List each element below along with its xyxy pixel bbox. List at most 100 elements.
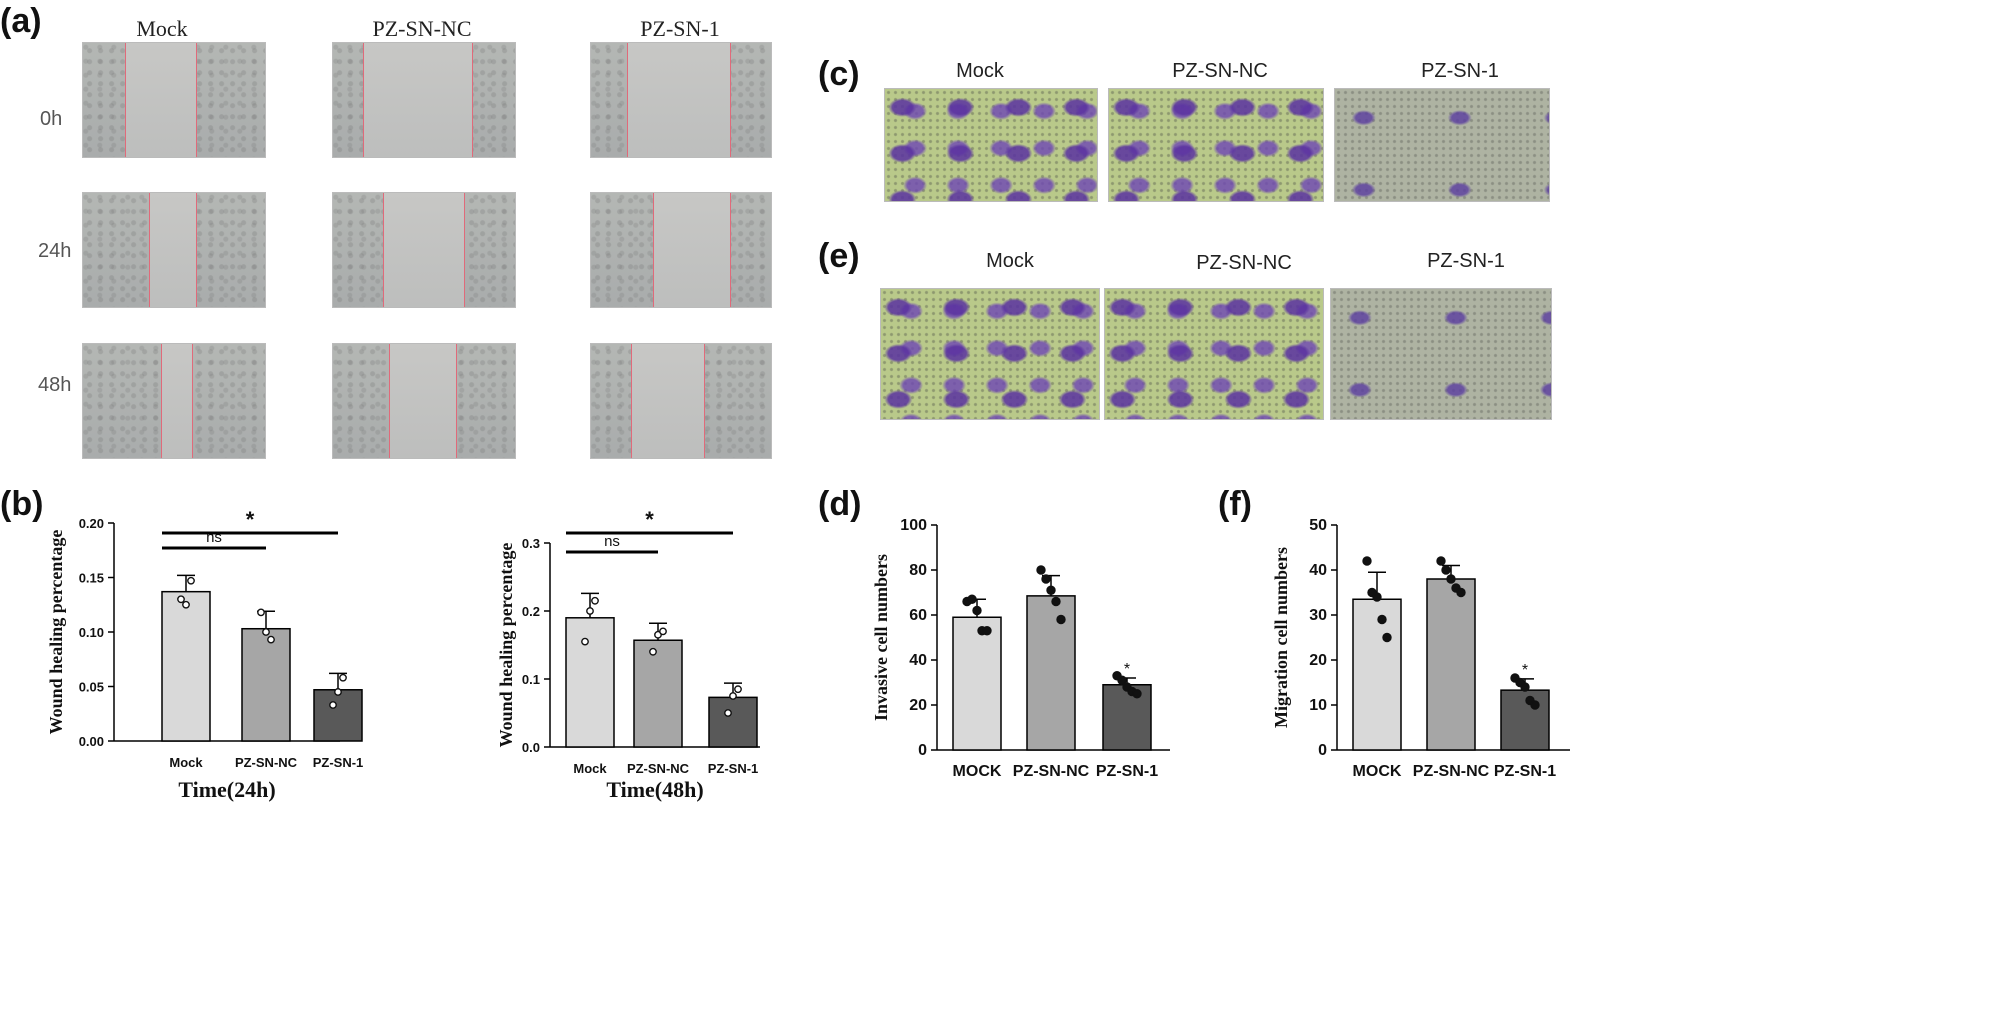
invasion-image-pzsn1	[1334, 88, 1550, 202]
data-point	[329, 701, 337, 709]
x-tick-label: PZ-SN-1	[313, 755, 364, 770]
panel-label-e: (e)	[818, 237, 860, 275]
data-point	[967, 594, 977, 604]
bar-pz-sn-1	[1102, 684, 1152, 751]
data-point	[1132, 689, 1142, 699]
x-tick-label: PZ-SN-NC	[235, 755, 298, 770]
data-point	[1046, 585, 1056, 595]
data-point	[1520, 682, 1530, 692]
data-point	[1041, 574, 1051, 584]
y-axis-label: Invasive cell numbers	[871, 554, 891, 721]
y-tick-label: 0.2	[522, 604, 540, 619]
y-tick-label: 10	[1309, 697, 1327, 714]
data-point	[729, 692, 737, 700]
panel-label-b: (b)	[0, 485, 44, 523]
x-tick-label: PZ-SN-NC	[627, 761, 690, 776]
data-point	[262, 628, 270, 636]
panel-c-col-mock: Mock	[956, 60, 1004, 82]
data-point	[581, 637, 589, 646]
data-point	[334, 688, 342, 696]
data-point	[187, 576, 195, 585]
panel-c-col-pzsn1: PZ-SN-1	[1421, 60, 1499, 82]
panel-a-row-48h: 48h	[38, 374, 72, 396]
data-point	[1056, 614, 1066, 625]
significance-star: *	[1522, 662, 1528, 679]
x-tick-label: PZ-SN-NC	[1413, 763, 1490, 780]
panel-c-col-pzsnnc: PZ-SN-NC	[1172, 60, 1268, 82]
data-point	[1441, 565, 1451, 575]
migration-image-mock	[880, 288, 1100, 420]
panel-label-d: (d)	[818, 485, 862, 523]
bar-mock	[565, 617, 615, 748]
x-tick-label: MOCK	[953, 763, 1002, 780]
chart-invasive-cells: 0 20 40 60 80 100 Invasive cell numbers MOCK PZ-…	[871, 517, 1170, 780]
data-point	[1436, 556, 1446, 566]
invasion-image-mock	[884, 88, 1098, 202]
data-point	[1377, 614, 1387, 625]
data-point	[1456, 587, 1466, 598]
x-tick-label: PZ-SN-NC	[1013, 763, 1090, 780]
y-tick-label: 50	[1309, 517, 1327, 534]
y-tick-label: 40	[909, 652, 927, 669]
y-axis-label: Wound healing percentage	[496, 543, 516, 748]
y-tick-label: 0	[918, 742, 927, 759]
bar-pz-sn-1	[1500, 689, 1550, 751]
data-point	[177, 595, 185, 604]
y-tick-label: 0.20	[79, 516, 104, 531]
bar-pz-sn-nc	[1026, 595, 1076, 751]
y-axis-label: Migration cell numbers	[1271, 547, 1291, 728]
micrograph-pzsn1-24h	[590, 192, 772, 308]
panel-e-col-pzsnnc: PZ-SN-NC	[1196, 252, 1292, 274]
y-tick-label: 100	[900, 517, 927, 534]
significance-label: *	[645, 507, 654, 532]
y-tick-label: 20	[1309, 652, 1327, 669]
significance-label: *	[246, 507, 255, 532]
data-point	[257, 608, 265, 617]
significance-label: ns	[604, 533, 620, 550]
data-point	[586, 607, 594, 615]
bar-pz-sn-1	[313, 689, 363, 742]
invasion-image-pzsnnc	[1108, 88, 1324, 202]
data-point	[267, 635, 275, 644]
bar-pz-sn-nc	[1426, 578, 1476, 751]
data-point	[1036, 565, 1046, 575]
panel-a-row-0h: 0h	[40, 108, 63, 130]
micrograph-mock-24h	[82, 192, 266, 308]
x-tick-label: Mock	[573, 761, 607, 776]
y-tick-label: 40	[1309, 562, 1327, 579]
micrograph-pzsnnc-0h	[332, 42, 516, 158]
y-tick-label: 80	[909, 562, 927, 579]
y-axis-label: Wound healing percentage	[46, 530, 66, 735]
y-tick-label: 0.10	[79, 625, 104, 640]
x-tick-label: PZ-SN-1	[708, 761, 759, 776]
panel-a-col-pzsnnc: PZ-SN-NC	[372, 16, 472, 41]
y-tick-label: 0.05	[79, 680, 104, 695]
y-tick-label: 0.3	[522, 536, 540, 551]
micrograph-pzsn1-48h	[590, 343, 772, 459]
migration-image-pzsnnc	[1104, 288, 1324, 420]
data-point	[1530, 700, 1540, 710]
micrograph-mock-48h	[82, 343, 266, 459]
y-tick-label: 60	[909, 607, 927, 624]
chart-wound-healing-24h: 0.00 0.05 0.10 0.15 0.20 Wound healing percen…	[46, 507, 364, 802]
data-point	[1051, 596, 1061, 607]
data-point	[1372, 592, 1382, 602]
panel-a-col-pzsn1: PZ-SN-1	[640, 16, 720, 41]
migration-image-pzsn1	[1330, 288, 1552, 420]
x-tick-label: PZ-SN-1	[1494, 763, 1556, 780]
data-point	[591, 596, 599, 605]
data-point	[339, 673, 347, 682]
y-tick-label: 20	[909, 697, 927, 714]
panel-label-c: (c)	[818, 55, 860, 93]
data-point	[972, 605, 982, 616]
x-axis-label: Time(24h)	[178, 777, 275, 802]
data-point	[182, 600, 190, 609]
data-point	[1362, 556, 1372, 566]
panel-a-row-24h: 24h	[38, 240, 72, 262]
data-point	[982, 626, 992, 636]
x-tick-label: MOCK	[1353, 763, 1402, 780]
data-point	[659, 627, 667, 636]
x-tick-label: Mock	[169, 755, 203, 770]
data-point	[724, 709, 732, 717]
x-axis-label: Time(48h)	[606, 777, 703, 802]
